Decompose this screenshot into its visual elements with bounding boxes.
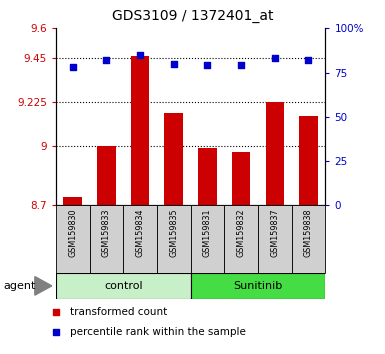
Text: GSM159830: GSM159830 <box>68 209 77 257</box>
Point <box>103 57 109 63</box>
Bar <box>64 198 82 205</box>
Bar <box>232 152 250 205</box>
Bar <box>191 273 325 299</box>
Point <box>204 63 211 68</box>
Point <box>54 309 60 315</box>
Point <box>272 56 278 61</box>
Text: percentile rank within the sample: percentile rank within the sample <box>70 327 246 337</box>
Point <box>54 330 60 335</box>
Polygon shape <box>35 276 52 295</box>
Bar <box>56 205 89 273</box>
Text: GSM159833: GSM159833 <box>102 209 111 257</box>
Text: GSM159834: GSM159834 <box>136 209 144 257</box>
Bar <box>157 205 191 273</box>
Text: GSM159831: GSM159831 <box>203 209 212 257</box>
Point <box>70 64 76 70</box>
Bar <box>164 113 183 205</box>
Bar <box>198 148 217 205</box>
Bar <box>56 273 191 299</box>
Text: GSM159837: GSM159837 <box>270 209 279 257</box>
Bar <box>299 116 318 205</box>
Text: GDS3109 / 1372401_at: GDS3109 / 1372401_at <box>112 9 273 23</box>
Bar <box>89 205 123 273</box>
Point <box>137 52 143 58</box>
Bar <box>191 205 224 273</box>
Point <box>305 57 311 63</box>
Bar <box>258 205 292 273</box>
Bar <box>123 205 157 273</box>
Bar <box>224 205 258 273</box>
Text: agent: agent <box>4 281 36 291</box>
Text: control: control <box>104 281 142 291</box>
Bar <box>97 146 115 205</box>
Bar <box>292 205 325 273</box>
Text: Sunitinib: Sunitinib <box>233 281 283 291</box>
Point <box>238 63 244 68</box>
Text: GSM159835: GSM159835 <box>169 209 178 257</box>
Point <box>171 61 177 67</box>
Bar <box>131 56 149 205</box>
Text: GSM159832: GSM159832 <box>237 209 246 257</box>
Text: transformed count: transformed count <box>70 307 167 317</box>
Bar <box>266 102 284 205</box>
Text: GSM159838: GSM159838 <box>304 209 313 257</box>
